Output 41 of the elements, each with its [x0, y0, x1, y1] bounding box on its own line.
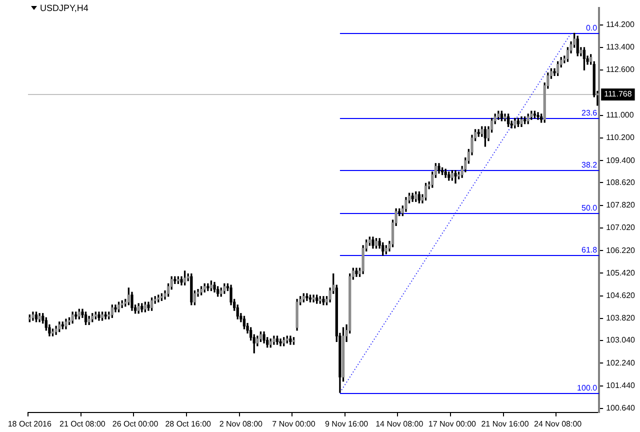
y-tick-label: 110.200 — [606, 133, 635, 142]
candlestick — [306, 293, 308, 301]
y-tick-label: 107.820 — [606, 200, 636, 210]
x-tick-label: 2 Nov 08:00 — [219, 419, 264, 428]
y-tick-label: 111.000 — [606, 110, 634, 120]
y-tick-label: 113.400 — [606, 42, 635, 52]
y-tick-label: 103.040 — [606, 336, 636, 345]
candlestick — [312, 294, 315, 302]
y-tick-label: 109.400 — [606, 156, 636, 165]
x-tick-label: 24 Nov 08:00 — [534, 419, 582, 428]
x-tick-label: 9 Nov 16:00 — [324, 419, 369, 428]
x-tick-label: 7 Nov 00:00 — [272, 419, 316, 428]
y-tick-label: 102.240 — [606, 358, 636, 368]
y-tick-label: 103.820 — [606, 314, 636, 323]
candlestick — [454, 170, 457, 184]
y-tick-label: 107.020 — [606, 223, 636, 232]
x-tick-label: 17 Nov 00:00 — [428, 419, 477, 428]
x-tick-label: 14 Nov 08:00 — [376, 419, 424, 428]
y-tick-label: 106.220 — [606, 246, 636, 255]
x-tick-label: 28 Oct 16:00 — [165, 419, 212, 428]
candlestick — [104, 312, 107, 320]
y-tick-label: 112.600 — [606, 65, 635, 74]
candlestick — [536, 112, 540, 120]
y-tick-label: 104.620 — [606, 291, 636, 300]
annotation: 38.2 — [582, 160, 598, 170]
annotation: 50.0 — [582, 204, 598, 213]
y-tick-label: 101.440 — [606, 381, 636, 390]
x-tick-label: 21 Oct 08:00 — [60, 419, 106, 428]
ref-line-label: 111.768 — [604, 90, 632, 99]
y-tick-label: 105.420 — [606, 268, 636, 278]
y-tick-label: 108.620 — [606, 178, 636, 187]
y-tick-label: 100.640 — [606, 404, 636, 413]
annotation: 23.6 — [582, 108, 598, 118]
annotation: 0.0 — [586, 24, 598, 33]
x-tick-label: 18 Oct 2016 — [8, 419, 52, 428]
y-tick-label: 114.200 — [606, 20, 635, 29]
x-tick-label: 21 Nov 16:00 — [481, 419, 530, 428]
chart-title: USDJPY,H4 — [40, 3, 88, 13]
annotation: 61.8 — [582, 246, 598, 255]
annotation: 100.0 — [577, 384, 598, 393]
x-tick-label: 26 Oct 00:00 — [112, 419, 159, 428]
